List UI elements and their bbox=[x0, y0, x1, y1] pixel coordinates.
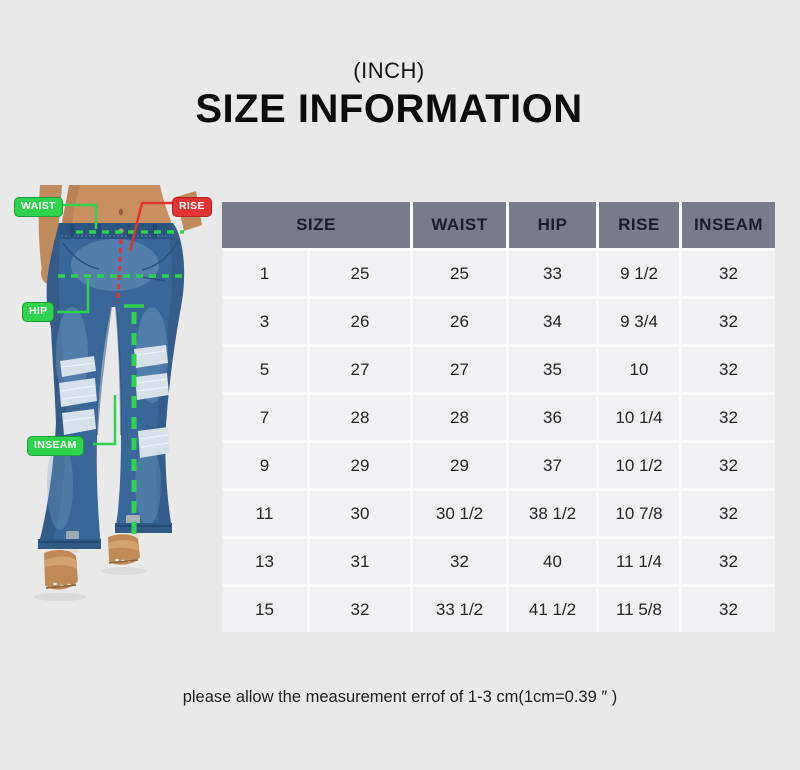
table-cell: 10 7/8 bbox=[599, 491, 679, 536]
table-cell: 32 bbox=[310, 587, 410, 632]
column-header-size: SIZE bbox=[222, 202, 410, 248]
rise-badge: RISE bbox=[172, 197, 212, 217]
hip-connector-line bbox=[57, 279, 90, 314]
table-cell: 32 bbox=[682, 491, 775, 536]
waist-connector-line bbox=[63, 203, 98, 229]
table-cell: 29 bbox=[413, 443, 506, 488]
table-cell: 27 bbox=[413, 347, 506, 392]
table-cell: 32 bbox=[682, 443, 775, 488]
table-cell: 3 bbox=[222, 299, 307, 344]
table-cell: 25 bbox=[310, 251, 410, 296]
table-cell: 26 bbox=[310, 299, 410, 344]
measurement-tolerance-note: please allow the measurement errof of 1-… bbox=[182, 688, 618, 706]
column-header-waist: WAIST bbox=[413, 202, 506, 248]
inseam-connector-line bbox=[93, 395, 117, 446]
table-cell: 41 1/2 bbox=[509, 587, 596, 632]
waist-badge: WAIST bbox=[14, 197, 63, 217]
rise-connector-line bbox=[128, 201, 172, 252]
table-cell: 5 bbox=[222, 347, 307, 392]
table-cell: 32 bbox=[682, 347, 775, 392]
table-cell: 34 bbox=[509, 299, 596, 344]
rise-dashed-line bbox=[116, 238, 123, 304]
inseam-badge: INSEAM bbox=[27, 436, 84, 456]
jeans-measurement-figure: WAIST RISE HIP INSEAM bbox=[0, 185, 235, 625]
table-cell: 9 1/2 bbox=[599, 251, 679, 296]
size-table: SIZE WAIST HIP RISE INSEAM 1 25 25 33 9 1/2 3… bbox=[222, 202, 775, 632]
table-cell: 33 1/2 bbox=[413, 587, 506, 632]
jeans-rips bbox=[59, 345, 170, 458]
table-cell: 9 3/4 bbox=[599, 299, 679, 344]
table-cell: 11 bbox=[222, 491, 307, 536]
table-cell: 13 bbox=[222, 539, 307, 584]
table-cell: 36 bbox=[509, 395, 596, 440]
table-cell: 38 1/2 bbox=[509, 491, 596, 536]
page-title: SIZE INFORMATION bbox=[195, 87, 583, 131]
table-cell: 37 bbox=[509, 443, 596, 488]
measurement-lines bbox=[57, 201, 188, 537]
table-cell: 32 bbox=[682, 587, 775, 632]
table-cell: 28 bbox=[413, 395, 506, 440]
table-cell: 1 bbox=[222, 251, 307, 296]
column-header-inseam: INSEAM bbox=[682, 202, 775, 248]
table-cell: 30 bbox=[310, 491, 410, 536]
jeans bbox=[38, 223, 185, 547]
table-cell: 32 bbox=[682, 299, 775, 344]
table-cell: 10 1/2 bbox=[599, 443, 679, 488]
table-cell: 15 bbox=[222, 587, 307, 632]
column-header-hip: HIP bbox=[509, 202, 596, 248]
table-cell: 25 bbox=[413, 251, 506, 296]
table-cell: 10 bbox=[599, 347, 679, 392]
table-cell: 35 bbox=[509, 347, 596, 392]
table-cell: 11 5/8 bbox=[599, 587, 679, 632]
table-cell: 26 bbox=[413, 299, 506, 344]
table-cell: 32 bbox=[413, 539, 506, 584]
table-cell: 27 bbox=[310, 347, 410, 392]
table-cell: 28 bbox=[310, 395, 410, 440]
table-cell: 40 bbox=[509, 539, 596, 584]
unit-label: (INCH) bbox=[353, 58, 425, 83]
column-header-rise: RISE bbox=[599, 202, 679, 248]
table-cell: 31 bbox=[310, 539, 410, 584]
table-cell: 32 bbox=[682, 539, 775, 584]
table-cell: 32 bbox=[682, 251, 775, 296]
table-cell: 30 1/2 bbox=[413, 491, 506, 536]
jeans-illustration bbox=[34, 185, 202, 601]
model-torso bbox=[62, 185, 171, 233]
hip-badge: HIP bbox=[22, 302, 55, 322]
table-cell: 33 bbox=[509, 251, 596, 296]
table-cell: 29 bbox=[310, 443, 410, 488]
table-cell: 32 bbox=[682, 395, 775, 440]
table-cell: 10 1/4 bbox=[599, 395, 679, 440]
table-cell: 11 1/4 bbox=[599, 539, 679, 584]
table-cell: 9 bbox=[222, 443, 307, 488]
table-cell: 7 bbox=[222, 395, 307, 440]
model-feet bbox=[44, 534, 140, 590]
title-block: (INCH) SIZE INFORMATION bbox=[0, 58, 778, 132]
